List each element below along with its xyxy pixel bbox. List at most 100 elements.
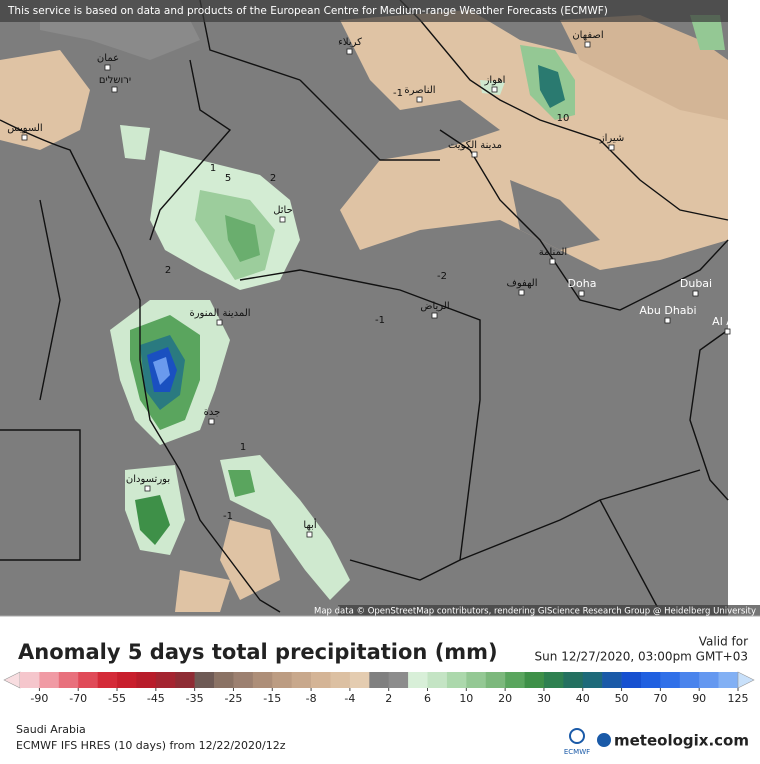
map — [0, 0, 760, 616]
brand: meteologix.com — [614, 732, 749, 750]
colorbar-label: 125 — [728, 692, 749, 705]
coastlines — [0, 0, 729, 613]
colorbar-swatch — [563, 672, 584, 688]
city-label: کربلاء — [338, 37, 362, 48]
ecmwf-text: ECMWF — [564, 748, 590, 756]
ecmwf-logo: ECMWF — [564, 728, 590, 756]
city-label: الناصرة — [404, 85, 435, 96]
city-label: الرياض — [420, 301, 449, 312]
colorbar-label: 90 — [692, 692, 706, 705]
city-marker — [111, 86, 118, 93]
colorbar-high — [737, 671, 755, 689]
city-marker — [664, 317, 671, 324]
city-marker — [104, 64, 111, 71]
city-label: السويس — [7, 123, 42, 134]
colorbar-swatch — [349, 672, 370, 688]
colorbar-swatch — [369, 672, 390, 688]
contour-label: 2 — [165, 265, 171, 276]
city-marker — [692, 290, 699, 297]
colorbar-label: 70 — [653, 692, 667, 705]
contour-label: 1 — [240, 442, 246, 453]
brand-icon — [597, 733, 611, 747]
colorbar-swatch — [679, 672, 700, 688]
contour-label: 5 — [225, 173, 231, 184]
dry-area — [0, 50, 90, 150]
city-marker — [346, 48, 353, 55]
city-marker — [608, 144, 615, 151]
contour-label: 2 — [270, 173, 276, 184]
city-marker — [578, 290, 585, 297]
city-label: اهواز — [484, 75, 506, 86]
contour-label: -2 — [437, 271, 447, 282]
city-marker — [208, 418, 215, 425]
city-marker — [724, 328, 731, 335]
map-edge — [728, 0, 760, 616]
city-marker — [518, 289, 525, 296]
city-marker — [549, 258, 556, 265]
colorbar-label: -90 — [30, 692, 48, 705]
colorbar-swatch — [39, 672, 60, 688]
model-info: ECMWF IFS HRES (10 days) from 12/22/2020… — [16, 739, 286, 752]
city-label: بورتسودان — [126, 474, 170, 485]
contour-label: -1 — [223, 511, 233, 522]
city-marker — [584, 41, 591, 48]
city-label: Al Ain — [712, 315, 744, 328]
colorbar-label: -70 — [69, 692, 87, 705]
colorbar-swatch — [272, 672, 292, 688]
colorbar-swatch — [252, 672, 273, 688]
city-label: ירושלים — [99, 75, 131, 86]
city-label: اصفهان — [572, 30, 603, 41]
colorbar-swatch — [621, 672, 642, 688]
title: Anomaly 5 days total precipitation (mm) — [18, 640, 498, 664]
colorbar-swatch — [388, 672, 409, 688]
city-marker — [431, 312, 438, 319]
colorbar-swatch — [446, 672, 467, 688]
city-label: المدينة المنورة — [189, 308, 250, 319]
colorbar-label: 2 — [385, 692, 392, 705]
colorbar-label: 20 — [498, 692, 512, 705]
contour-label: -1 — [393, 88, 403, 99]
wet-area — [228, 470, 255, 497]
wet-area — [135, 495, 170, 545]
colorbar-label: -8 — [306, 692, 317, 705]
notice: This service is based on data and produc… — [7, 5, 608, 17]
city-label: Abu Dhabi — [639, 304, 696, 317]
colorbar-swatch — [136, 672, 157, 688]
colorbar-swatch — [485, 672, 506, 688]
city-label: Dubai — [680, 277, 712, 290]
colorbar-label: 6 — [424, 692, 431, 705]
colorbar-label: 30 — [537, 692, 551, 705]
colorbar-label: -55 — [108, 692, 126, 705]
colorbar-swatch — [117, 672, 137, 688]
wet-area — [538, 65, 565, 108]
colorbar-label: -15 — [263, 692, 281, 705]
colorbar-label: -45 — [147, 692, 165, 705]
valid-label: Valid for — [699, 635, 748, 649]
colorbar-swatch — [524, 672, 545, 688]
colorbar-low — [3, 671, 21, 689]
contour-label: -1 — [375, 315, 385, 326]
colorbar-label: 40 — [576, 692, 590, 705]
colorbar-swatch — [543, 672, 564, 688]
city-marker — [216, 319, 223, 326]
colorbar-label: 10 — [459, 692, 473, 705]
colorbar-swatch — [640, 672, 661, 688]
contour-label: 10 — [557, 113, 570, 124]
city-marker — [471, 151, 478, 158]
wet-area — [690, 15, 725, 50]
city-label: شيراز — [599, 133, 625, 144]
ecmwf-icon — [569, 728, 585, 744]
dry-area — [560, 15, 728, 120]
wet-area — [225, 215, 260, 262]
city-label: الهفوف — [506, 278, 537, 289]
region: Saudi Arabia — [16, 723, 86, 736]
colorbar-swatch — [505, 672, 525, 688]
city-marker — [279, 216, 286, 223]
wet-area — [120, 125, 150, 160]
colorbar-swatch — [427, 672, 448, 688]
colorbar-swatch — [311, 672, 331, 688]
city-marker — [491, 86, 498, 93]
notice-bar — [0, 0, 728, 22]
colorbar-swatch — [699, 672, 719, 688]
colorbar-swatch — [718, 672, 739, 688]
